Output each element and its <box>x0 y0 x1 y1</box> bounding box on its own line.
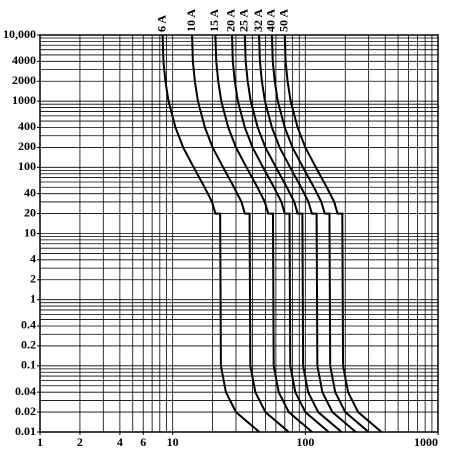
series-line <box>191 34 290 433</box>
series-line <box>270 34 370 433</box>
y-tick-label: 100 <box>18 159 36 173</box>
x-tick-label: 1000 <box>414 435 438 449</box>
y-tick-label: 1000 <box>12 93 36 107</box>
series-label: 50 A <box>277 9 291 32</box>
series-line <box>161 34 260 433</box>
x-tick-label: 2 <box>77 435 83 449</box>
y-tick-label: 0.04 <box>15 384 36 398</box>
series-label: 25 A <box>237 9 251 32</box>
series-line <box>258 34 357 433</box>
x-tick-label: 1 <box>37 435 43 449</box>
series-label: 6 A <box>154 15 168 32</box>
y-tick-label: 200 <box>18 139 36 153</box>
y-tick-label: 2000 <box>12 73 36 87</box>
y-tick-label: 1 <box>30 291 36 305</box>
series-line <box>283 34 383 433</box>
x-tick-label: 4 <box>117 435 123 449</box>
y-tick-label: 40 <box>24 185 36 199</box>
y-tick-label: 4 <box>30 252 36 266</box>
series-line <box>214 34 313 433</box>
x-tick-label: 10 <box>167 435 179 449</box>
y-tick-label: 0.2 <box>21 338 36 352</box>
x-tick-label: 100 <box>296 435 314 449</box>
y-tick-label: 10 <box>24 225 36 239</box>
y-tick-label: 20 <box>24 205 36 219</box>
series-label: 40 A <box>264 9 278 32</box>
y-tick-label: 0.4 <box>21 318 36 332</box>
series-label: 20 A <box>224 9 238 32</box>
series-label: 10 A <box>184 9 198 32</box>
y-tick-label: 400 <box>18 119 36 133</box>
y-tick-label: 2 <box>30 271 36 285</box>
y-tick-label: 0.02 <box>15 404 36 418</box>
y-tick-label: 0.01 <box>15 424 36 438</box>
series-line <box>230 34 330 433</box>
x-tick-label: 6 <box>140 435 146 449</box>
y-tick-label: 0.1 <box>21 358 36 372</box>
series-line <box>243 34 343 433</box>
y-tick-label: 10,000 <box>3 27 36 41</box>
y-tick-label: 4000 <box>12 53 36 67</box>
series-label: 15 A <box>207 9 221 32</box>
series-label: 32 A <box>251 9 265 32</box>
